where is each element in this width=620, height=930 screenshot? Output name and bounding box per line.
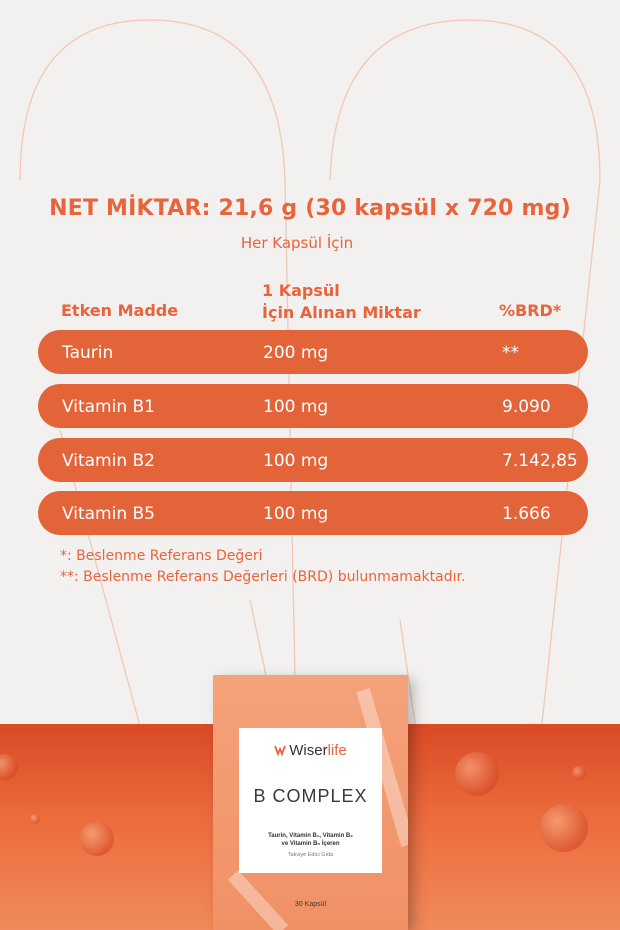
ingredient-amount: 100 mg [263, 397, 329, 417]
product-label: Wiserlife B COMPLEX Taurin, Vitamin B₁, … [239, 728, 382, 873]
brand-name-part1: Wiser [289, 742, 328, 759]
table-row: Vitamin B5 100 mg 1.666 [38, 491, 588, 535]
ingredient-amount: 100 mg [263, 504, 329, 524]
bubble [30, 814, 40, 824]
bubble [455, 752, 499, 796]
ingredient-name: Taurin [62, 343, 114, 363]
ingredient-name: Vitamin B1 [62, 397, 156, 417]
column-header-amount: 1 Kapsül İçin Alınan Miktar [262, 280, 421, 324]
bubble [80, 822, 114, 856]
column-header-brd: %BRD* [499, 301, 562, 320]
product-description: Taurin, Vitamin B₁, Vitamin B₂ ve Vitami… [245, 832, 376, 848]
per-capsule-label: Her Kapsül İçin [240, 234, 354, 252]
column-header-amount-line2: İçin Alınan Miktar [262, 303, 421, 322]
wiserlife-logo-icon [274, 745, 287, 756]
ingredient-name: Vitamin B5 [62, 504, 156, 524]
table-row: Taurin 200 mg ** [38, 330, 588, 374]
bubble [572, 766, 586, 780]
brand-logo: Wiserlife [239, 742, 382, 759]
capsule-count: 30 Kapsül [294, 901, 327, 908]
product-description-line2: ve Vitamin B₅ İçeren [281, 841, 340, 847]
footnote-no-brd: **: Beslenme Referans Değerleri (BRD) bu… [60, 569, 466, 585]
brand-name-part2: life [327, 742, 347, 759]
ingredient-brd: 9.090 [502, 397, 551, 417]
footnotes: *: Beslenme Referans Değeri **: Beslenme… [60, 546, 465, 588]
net-amount-title: NET MİKTAR: 21,6 g (30 kapsül x 720 mg) [49, 196, 571, 221]
box-v-decoration [227, 688, 408, 930]
ingredient-amount: 200 mg [263, 343, 329, 363]
column-header-amount-line1: 1 Kapsül [262, 281, 340, 300]
ingredient-amount: 100 mg [263, 451, 329, 471]
product-name: B COMPLEX [253, 786, 368, 806]
bubble [0, 754, 18, 780]
ingredient-brd: ** [502, 343, 519, 363]
table-row: Vitamin B1 100 mg 9.090 [38, 384, 588, 428]
column-header-ingredient: Etken Madde [61, 301, 179, 320]
product-box: Wiserlife B COMPLEX Taurin, Vitamin B₁, … [213, 675, 408, 930]
product-type: Takviye Edici Gıda [287, 852, 334, 858]
product-description-line1: Taurin, Vitamin B₁, Vitamin B₂ [268, 833, 353, 839]
table-row: Vitamin B2 100 mg 7.142,85 [38, 438, 588, 482]
ingredient-brd: 1.666 [502, 504, 551, 524]
bubble [540, 804, 588, 852]
ingredient-name: Vitamin B2 [62, 451, 156, 471]
ingredient-brd: 7.142,85 [502, 451, 578, 471]
footnote-brd: *: Beslenme Referans Değeri [60, 548, 263, 564]
